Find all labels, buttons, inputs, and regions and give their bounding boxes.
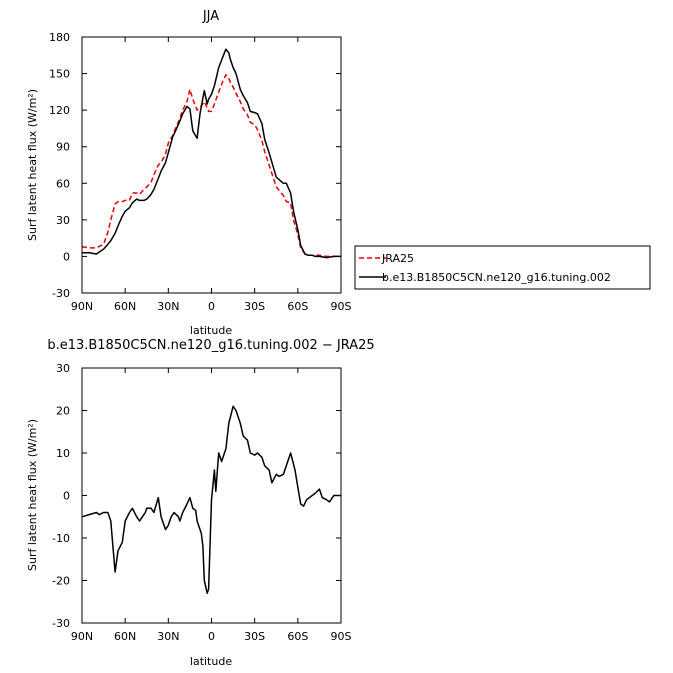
bottom-x-tick-label: 90S (331, 630, 352, 643)
bottom-y-tick-label: -10 (52, 532, 70, 545)
top-series-line-1 (82, 48, 341, 259)
bottom-tick-labels: 90N 60N 30N 0 30S 60S 90S -30 -20 -10 0 10 20 30 (52, 362, 351, 643)
bottom-plot-title: b.e13.B1850C5CN.ne120_g16.tuning.002 − J… (47, 338, 374, 353)
bottom-y-axis-title: Surf latent heat flux (W/m²) (26, 419, 39, 571)
top-y-tick-label: 150 (49, 68, 70, 81)
top-y-tick-label: 180 (49, 31, 70, 44)
top-x-tick-label: 60S (287, 300, 308, 313)
top-x-tick-label: 60N (114, 300, 136, 313)
bottom-y-tick-label: -30 (52, 617, 70, 630)
bottom-x-axis-title: latitude (190, 655, 232, 668)
bottom-y-tick-label: 20 (56, 405, 70, 418)
top-x-tick-label: 90N (71, 300, 93, 313)
top-y-tick-label: 90 (56, 141, 70, 154)
bottom-x-tick-label: 0 (208, 630, 215, 643)
top-plot-frame (81, 36, 342, 294)
bottom-x-tick-label: 60S (287, 630, 308, 643)
top-x-tick-label: 30N (157, 300, 179, 313)
legend: JRA25 b.e13.B1850C5CN.ne120_g16.tuning.0… (354, 245, 651, 290)
bottom-panel: b.e13.B1850C5CN.ne120_g16.tuning.002 − J… (26, 338, 375, 668)
top-series-lines (81, 48, 341, 259)
bottom-x-tick-label: 60N (114, 630, 136, 643)
top-y-tick-label: 120 (49, 104, 70, 117)
bottom-y-tick-label: 30 (56, 362, 70, 375)
bottom-x-tick-label: 30S (244, 630, 265, 643)
top-series-line-0 (81, 74, 341, 258)
top-y-tick-label: 60 (56, 177, 70, 190)
top-y-tick-label: 30 (56, 214, 70, 227)
top-x-tick-label: 90S (331, 300, 352, 313)
top-ticks (81, 36, 342, 294)
top-y-tick-label: -30 (52, 287, 70, 300)
top-x-tick-label: 0 (208, 300, 215, 313)
bottom-y-tick-label: 10 (56, 447, 70, 460)
bottom-y-tick-label: -20 (52, 575, 70, 588)
top-tick-labels: 90N 60N 30N 0 30S 60S 90S -30 0 30 60 90 120 150 180 (49, 31, 352, 313)
top-x-axis-title: latitude (190, 324, 232, 337)
top-y-axis-title: Surf latent heat flux (W/m²) (26, 89, 39, 241)
top-y-tick-label: 0 (63, 250, 70, 263)
bottom-x-tick-label: 90N (71, 630, 93, 643)
bottom-series-lines (81, 405, 341, 595)
bottom-y-tick-label: 0 (63, 490, 70, 503)
legend-box (354, 245, 651, 290)
legend-label-jra25: JRA25 (381, 252, 414, 265)
bottom-x-tick-label: 30N (157, 630, 179, 643)
bottom-series-line-0 (81, 405, 341, 595)
top-panel: JJA Surf latent heat flux (W/m²) latitud… (26, 9, 352, 337)
bottom-plot-frame (81, 367, 342, 624)
top-plot-title: JJA (202, 9, 219, 24)
top-x-tick-label: 30S (244, 300, 265, 313)
legend-label-model: b.e13.B1850C5CN.ne120_g16.tuning.002 (382, 271, 611, 284)
